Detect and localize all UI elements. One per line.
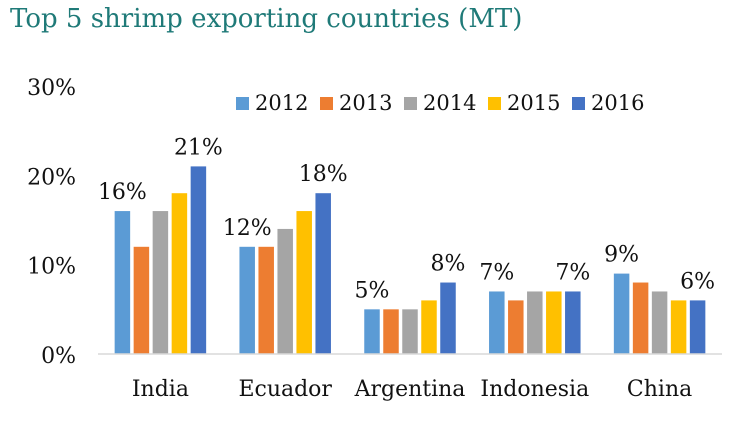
bar-2014-china bbox=[651, 291, 668, 354]
x-tick-label: China bbox=[627, 377, 692, 402]
data-label: 9% bbox=[604, 243, 639, 268]
data-label: 7% bbox=[555, 260, 590, 285]
bar-2013-china bbox=[632, 282, 649, 354]
x-tick-label: Indonesia bbox=[480, 377, 589, 402]
bar-2012-argentina bbox=[364, 309, 380, 354]
bar-2015-indonesia bbox=[546, 291, 562, 354]
data-label: 6% bbox=[680, 269, 715, 294]
x-axis-labels: India Ecuador Argentina Indonesia China bbox=[132, 377, 692, 402]
bar-2013-argentina bbox=[383, 309, 399, 354]
x-tick-label: India bbox=[132, 377, 189, 402]
y-axis-ticks: 0% 10% 20% 30% bbox=[27, 76, 76, 369]
data-label: 7% bbox=[479, 260, 514, 285]
legend-label-2015: 2015 bbox=[507, 91, 560, 115]
data-label: 8% bbox=[431, 252, 466, 277]
bar-2014-indonesia bbox=[527, 291, 543, 354]
y-tick-label: 10% bbox=[27, 255, 76, 280]
y-tick-label: 30% bbox=[27, 76, 76, 101]
bar-2012-china bbox=[613, 273, 630, 354]
x-tick-label: Ecuador bbox=[238, 377, 332, 402]
bar-2012-india bbox=[114, 211, 131, 354]
data-label: 5% bbox=[355, 278, 390, 303]
legend-label-2014: 2014 bbox=[423, 91, 476, 115]
x-tick-label: Argentina bbox=[354, 377, 466, 402]
legend-label-2016: 2016 bbox=[591, 91, 644, 115]
bar-2013-ecuador bbox=[258, 246, 274, 354]
bar-2016-argentina bbox=[440, 282, 456, 354]
bar-2015-argentina bbox=[421, 300, 437, 354]
data-label: 16% bbox=[98, 180, 147, 205]
y-tick-label: 20% bbox=[27, 165, 76, 190]
legend-swatch-2015 bbox=[488, 97, 501, 110]
bars bbox=[114, 166, 706, 354]
bar-2013-india bbox=[133, 246, 150, 354]
bar-2014-ecuador bbox=[277, 228, 293, 354]
bar-2016-india bbox=[190, 166, 207, 354]
bar-2015-china bbox=[670, 300, 687, 354]
bar-2016-china bbox=[689, 300, 706, 354]
bar-2014-india bbox=[152, 211, 169, 354]
data-label: 21% bbox=[174, 135, 223, 160]
legend-swatch-2013 bbox=[320, 97, 333, 110]
data-label: 18% bbox=[299, 162, 348, 187]
data-label: 12% bbox=[223, 216, 272, 241]
legend-swatch-2016 bbox=[572, 97, 585, 110]
bar-2013-indonesia bbox=[508, 300, 524, 354]
legend-swatch-2014 bbox=[404, 97, 417, 110]
bar-2015-ecuador bbox=[296, 211, 312, 354]
bar-2012-indonesia bbox=[489, 291, 505, 354]
bar-2014-argentina bbox=[402, 309, 418, 354]
legend-label-2013: 2013 bbox=[339, 91, 392, 115]
data-labels: 16% 21% 12% 18% 5% 8% 7% 7% 9% 6% bbox=[98, 135, 715, 303]
bar-2012-ecuador bbox=[239, 246, 255, 354]
chart-title: Top 5 shrimp exporting countries (MT) bbox=[10, 4, 523, 34]
y-tick-label: 0% bbox=[41, 344, 76, 369]
legend-label-2012: 2012 bbox=[255, 91, 308, 115]
bar-2016-indonesia bbox=[565, 291, 581, 354]
bar-2016-ecuador bbox=[315, 193, 331, 354]
legend: 2012 2013 2014 2015 2016 bbox=[236, 91, 644, 115]
legend-swatch-2012 bbox=[236, 97, 249, 110]
bar-2015-india bbox=[171, 193, 188, 354]
